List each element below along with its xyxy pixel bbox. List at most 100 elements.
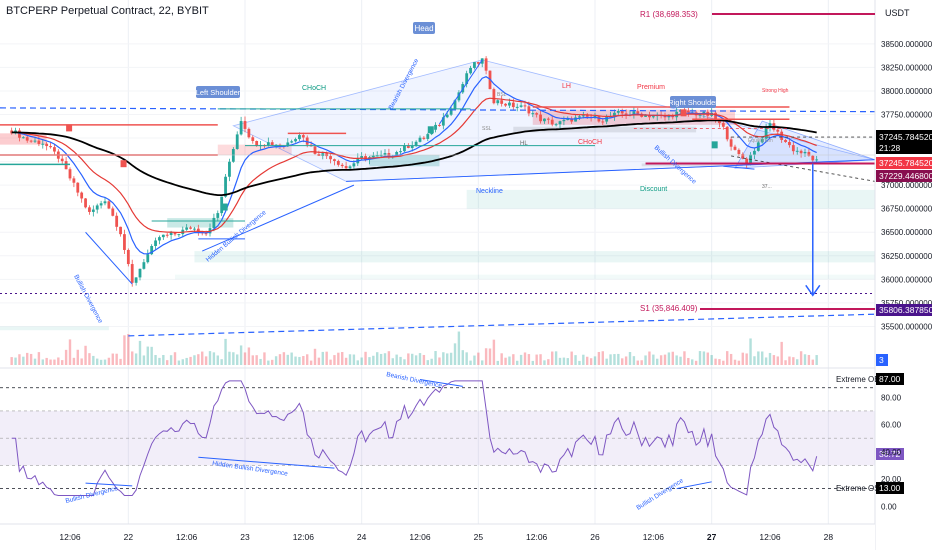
candle-body bbox=[434, 124, 437, 130]
volume-bar bbox=[267, 360, 270, 365]
price-tick-label: 36000.000000 bbox=[881, 275, 932, 284]
candle-body bbox=[123, 234, 126, 250]
svg-text:Right Shoulder: Right Shoulder bbox=[668, 98, 718, 107]
candle-body bbox=[620, 111, 624, 114]
volume-bar bbox=[799, 351, 803, 365]
s1-price-badge: 35806.387850 bbox=[876, 304, 932, 316]
demand-zone bbox=[466, 189, 875, 209]
candle-body bbox=[321, 153, 325, 156]
candle-body bbox=[807, 151, 811, 156]
svg-text:13.00: 13.00 bbox=[879, 483, 901, 493]
time-tick-label: 12:06 bbox=[526, 532, 548, 542]
candle-body bbox=[597, 115, 601, 122]
chart-title: BTCPERP Perpetual Contract, 22, BYBIT bbox=[6, 5, 209, 17]
volume-bar bbox=[438, 357, 441, 365]
volume-bar bbox=[263, 352, 266, 365]
candle-body bbox=[130, 264, 134, 283]
price-axis[interactable]: 38500.000000 38250.000000 38000.000000 3775… bbox=[874, 0, 932, 550]
candle-body bbox=[158, 237, 161, 241]
volume-bar bbox=[551, 351, 554, 365]
bullish-divergence-line-2 bbox=[723, 165, 755, 170]
candle-body bbox=[371, 155, 375, 158]
candle-body bbox=[764, 127, 768, 139]
candle-body bbox=[243, 121, 247, 129]
svg-text:36.72: 36.72 bbox=[879, 449, 901, 459]
volume-bar bbox=[10, 357, 13, 365]
candle-body bbox=[508, 102, 511, 106]
candle-body bbox=[496, 100, 500, 104]
candle-body bbox=[799, 150, 803, 154]
candle-body bbox=[718, 120, 721, 124]
volume-bar bbox=[181, 359, 184, 365]
volume-bar bbox=[243, 352, 247, 365]
candle-body bbox=[196, 228, 200, 232]
candle-body bbox=[535, 113, 539, 115]
volume-bar bbox=[547, 359, 550, 365]
candle-body bbox=[72, 178, 76, 183]
volume-bar bbox=[103, 359, 107, 365]
candle-body bbox=[449, 108, 453, 115]
candle-body bbox=[115, 215, 119, 227]
volume-bar bbox=[492, 339, 496, 365]
candle-body bbox=[150, 246, 154, 255]
bullish-divergence-rsi-label: Bullish Divergence bbox=[65, 485, 119, 505]
candle-body bbox=[636, 111, 640, 114]
candle-body bbox=[803, 151, 807, 154]
candle-body bbox=[476, 62, 480, 64]
volume-bar bbox=[88, 353, 91, 365]
candle-body bbox=[64, 161, 68, 170]
svg-text:21:28: 21:28 bbox=[879, 143, 901, 153]
candle-body bbox=[562, 120, 566, 122]
volume-bar bbox=[251, 355, 254, 365]
price-tick-label: 36500.000000 bbox=[881, 228, 932, 237]
flag-icon bbox=[120, 160, 127, 168]
volume-bar bbox=[768, 352, 772, 365]
candle-body bbox=[231, 149, 235, 162]
candle-body bbox=[613, 112, 616, 117]
candle-body bbox=[91, 209, 95, 212]
candle-body bbox=[119, 226, 122, 235]
volume-bar bbox=[162, 354, 165, 365]
candle-body bbox=[566, 118, 570, 121]
flag-icon bbox=[711, 141, 718, 149]
time-tick-label: 12:06 bbox=[59, 532, 81, 542]
volume-bar bbox=[718, 359, 721, 365]
volume-bar bbox=[609, 354, 612, 365]
candle-body bbox=[212, 217, 216, 229]
right-shoulder-fill bbox=[734, 120, 876, 169]
volume-bar bbox=[274, 356, 278, 365]
candle-body bbox=[383, 153, 387, 155]
volume-bar bbox=[574, 355, 577, 365]
volume-bar bbox=[807, 354, 811, 365]
candle-body bbox=[760, 138, 764, 143]
candle-body bbox=[768, 123, 772, 128]
volume-bar bbox=[49, 359, 52, 365]
time-tick-label: 12:06 bbox=[409, 532, 431, 542]
ema-price-badge: 37245.784520 bbox=[876, 157, 932, 169]
candle-body bbox=[126, 249, 130, 265]
price-tick-label: 38000.000000 bbox=[881, 87, 932, 96]
volume-bar bbox=[414, 355, 418, 365]
volume-bar bbox=[601, 351, 604, 365]
svg-text:Head: Head bbox=[414, 24, 433, 33]
volume-bar bbox=[395, 354, 398, 365]
candle-body bbox=[204, 233, 208, 235]
volume-bar bbox=[659, 355, 663, 365]
order-block bbox=[641, 163, 743, 167]
rsi-tick-label: 60.00 bbox=[881, 421, 902, 430]
time-axis[interactable]: 12:06 22 12:06 23 12:06 24 12:06 25 12:06 26 12:06… bbox=[0, 523, 875, 550]
volume-bar bbox=[729, 353, 733, 365]
volume-bar bbox=[115, 353, 118, 365]
strong-high-label: Strong High bbox=[762, 88, 789, 94]
candle-body bbox=[138, 268, 142, 278]
flag-icon bbox=[66, 124, 73, 132]
volume-bar bbox=[333, 355, 336, 365]
volume-bar bbox=[636, 360, 639, 365]
candle-body bbox=[185, 227, 189, 230]
candle-body bbox=[270, 142, 274, 145]
candle-body bbox=[465, 73, 469, 85]
volume-bar bbox=[271, 359, 274, 365]
candle-body bbox=[352, 163, 356, 167]
volume-bar bbox=[166, 360, 169, 365]
